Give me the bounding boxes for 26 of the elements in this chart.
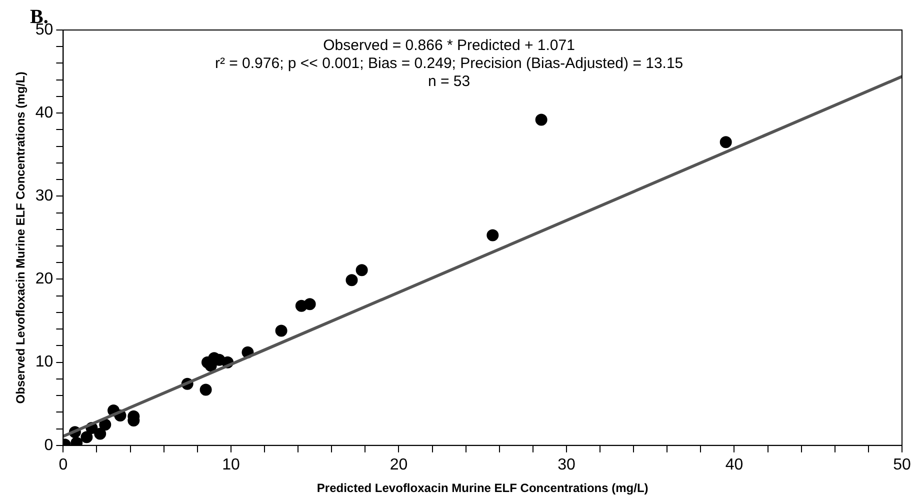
y-tick-label: 30 (35, 188, 54, 205)
y-tick-label: 20 (35, 270, 54, 288)
annotation: n = 53 (428, 73, 470, 90)
y-axis-title: Observed Levofloxacin Murine ELF Concentrations (mg/L) (14, 72, 28, 404)
point (535, 114, 548, 126)
point (200, 384, 212, 396)
y-tick-label: 10 (35, 354, 54, 371)
point (94, 428, 106, 440)
x-tick-label: 30 (558, 456, 576, 474)
point (80, 431, 93, 444)
annotation: r² = 0.976; p << 0.001; Bias = 0.249; Precision (Bias-Adjusted) = 13.15 (214, 55, 684, 72)
x-tick-label: 40 (725, 456, 744, 474)
point (346, 274, 358, 286)
point (275, 324, 288, 337)
x-tick-label: 10 (222, 456, 240, 474)
point (295, 300, 308, 312)
x-tick-label: 0 (58, 456, 68, 474)
point (486, 229, 499, 242)
y-tick-label: 40 (35, 104, 54, 122)
point (720, 136, 732, 148)
x-tick-label: 20 (390, 456, 408, 474)
x-tick-label: 50 (893, 456, 911, 474)
x-axis-title: Predicted Levofloxacin Murine ELF Concentrations (mg/L) (316, 481, 648, 496)
y-tick-label: 0 (44, 436, 54, 454)
annotation: Observed = 0.866 * Predicted + 1.071 (323, 37, 575, 54)
point (356, 264, 368, 276)
